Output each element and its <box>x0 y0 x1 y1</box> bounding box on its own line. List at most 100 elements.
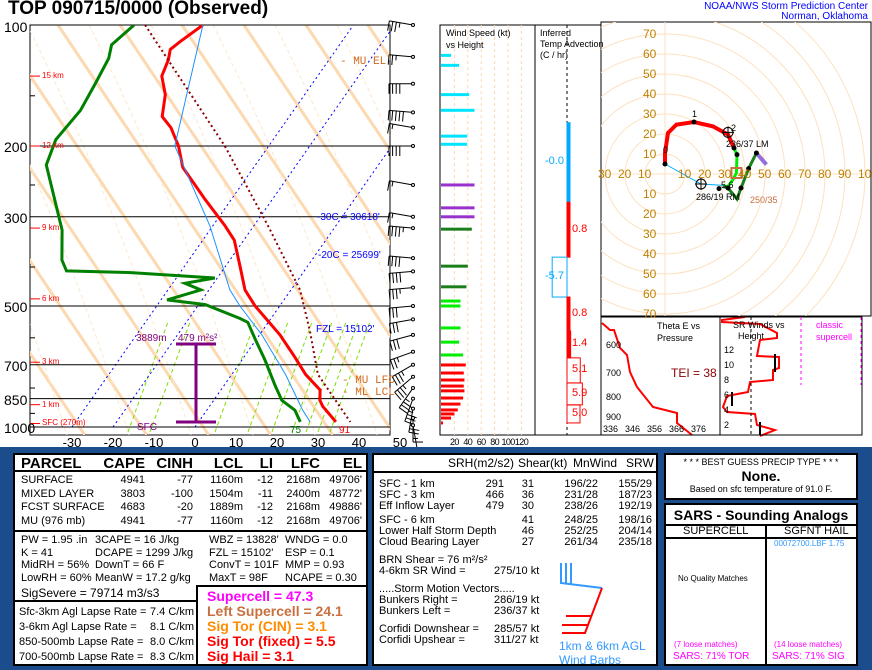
temp-adv-value: 0.8 <box>572 307 588 319</box>
sr-height-label: 6 <box>724 390 730 400</box>
precip-type-panel: * * * BEST GUESS PRECIP TYPE * * * None.… <box>664 453 858 500</box>
mixing-ratio-line <box>247 321 289 433</box>
kinematics-sr46: 275/10 kt <box>494 565 540 577</box>
theta-e-title: Theta E vs <box>657 321 701 331</box>
barb-flag <box>398 256 401 267</box>
barb-flag <box>394 21 397 33</box>
hodograph-x-label: 30 <box>598 167 612 181</box>
index-value: 3CAPE = 16 J/kg <box>95 534 180 546</box>
pressure-label: 200 <box>4 139 28 155</box>
index-value: MidRH = 56% <box>21 559 90 571</box>
parcel-cell: SURFACE <box>21 474 73 486</box>
barb-staff <box>389 122 414 129</box>
wind-speed-bar <box>441 63 460 67</box>
mixing-ratio-line <box>271 321 313 433</box>
hodograph-height-label: 0 <box>663 145 669 155</box>
wind-barb <box>394 374 415 401</box>
sr-winds-frame <box>719 316 863 436</box>
sr-wind-line <box>721 316 780 437</box>
barb-station <box>411 362 415 367</box>
kinematics-cell: SFC - 1 km <box>379 478 435 490</box>
wind-speed-bar <box>441 396 464 400</box>
sars-hail-match[interactable]: 00072700.LBF 1.75 <box>774 539 845 548</box>
barb-station <box>411 396 415 401</box>
barb-flag <box>395 272 398 283</box>
barb-flag <box>391 181 394 187</box>
kinematics-cell: SFC - 3 km <box>379 489 435 501</box>
parcel-cell: -11 <box>257 487 273 500</box>
temp-adv-value: 5.1 <box>572 363 588 376</box>
hodograph-x-label: 70 <box>798 167 812 181</box>
parcel-cell: 1160m <box>210 514 243 527</box>
temp-tick-label: -30 <box>62 435 82 450</box>
barb-flag <box>392 322 396 333</box>
wind-barb <box>388 269 415 284</box>
temp-tick-label: 0 <box>191 435 199 450</box>
skewt-background <box>30 25 390 435</box>
hodograph-x-label: 20 <box>698 167 712 181</box>
temp-tick-label: 50 <box>392 435 408 450</box>
barb-staff <box>389 305 414 309</box>
hodograph-trace <box>663 119 736 164</box>
barb-station <box>411 226 415 231</box>
barb-flag <box>387 255 390 266</box>
hodograph-ring-label: 50 <box>643 67 657 81</box>
temp-tick-label: -20 <box>103 435 123 450</box>
barb-station <box>411 23 415 27</box>
sfc-dewpoint-label: 75 <box>290 425 302 436</box>
theta-e-pressure-label: 900 <box>606 412 622 422</box>
wind-speed-tick: 100 <box>501 437 516 447</box>
parcel-cell: 49706' <box>329 474 362 486</box>
hodograph-x-label: 40 <box>738 167 752 181</box>
eff-inflow-top-label: 3889m <box>136 333 167 344</box>
barb-flag <box>391 110 394 121</box>
mean-wind-label: 250/35 <box>750 195 778 205</box>
wind-barb <box>389 349 415 370</box>
isotherm-30-label: -30C = 30618' <box>317 212 380 223</box>
lapse-rate-label: 850-500mb Lapse Rate = <box>19 636 144 648</box>
barb-flag <box>408 431 419 435</box>
hodograph-x-label: 30 <box>718 167 732 181</box>
barb-flag <box>387 123 390 134</box>
kinematics-header: MnWind <box>573 456 618 470</box>
barb-flag <box>392 289 395 300</box>
temp-adv-value: -0.0 <box>545 155 564 168</box>
mixing-ratio-line <box>317 321 359 433</box>
wind-speed-bar <box>441 363 466 367</box>
kinematics-cell: 261/34 <box>564 536 598 548</box>
kinematics-br: 286/19 kt <box>494 594 540 606</box>
wind-speed-bar <box>441 371 464 375</box>
kinematics-cell: 248/25 <box>564 514 598 526</box>
hodograph-ring-label: 60 <box>643 287 657 301</box>
barb-flag <box>387 225 390 236</box>
wind-speed-tick: 80 <box>490 437 499 447</box>
pressure-label: 1000 <box>4 420 36 436</box>
hodograph-height-dot <box>716 186 722 192</box>
theta-e-subtitle: Pressure <box>657 333 694 343</box>
temp-adv-layer <box>566 201 571 258</box>
barb-flag <box>392 307 395 318</box>
barb-staff <box>394 376 414 393</box>
sr-winds-title: SR Winds vs <box>733 320 785 330</box>
wetbulb-trace <box>174 25 311 423</box>
kinematics-cell: 479 <box>485 500 504 512</box>
wind-barb <box>408 406 420 435</box>
sars-panel: SARS - Sounding Analogs SUPERCELL SGFNT … <box>664 503 858 666</box>
barb-flag <box>398 372 404 383</box>
barb-station <box>411 374 415 379</box>
barb-station <box>411 256 415 261</box>
height-label: 12 km <box>42 141 64 150</box>
sars-sig-pct: SARS: 71% SIG <box>772 651 845 662</box>
divider <box>15 530 366 532</box>
barb-flag <box>393 358 398 369</box>
sr-height-label: 4 <box>724 405 730 415</box>
wind-speed-bar <box>441 134 468 138</box>
mean-wind-marker <box>730 167 743 179</box>
temp-adv-value: 1.4 <box>572 337 588 350</box>
kinematics-cell: Eff Inflow Layer <box>379 500 455 512</box>
hodograph-x-label: 60 <box>778 167 792 181</box>
hodograph-grid <box>601 22 871 316</box>
barb-flag <box>392 340 397 350</box>
isotherm-20-label: -20C = 25699' <box>318 250 381 261</box>
hodograph-height-dot <box>691 119 697 125</box>
